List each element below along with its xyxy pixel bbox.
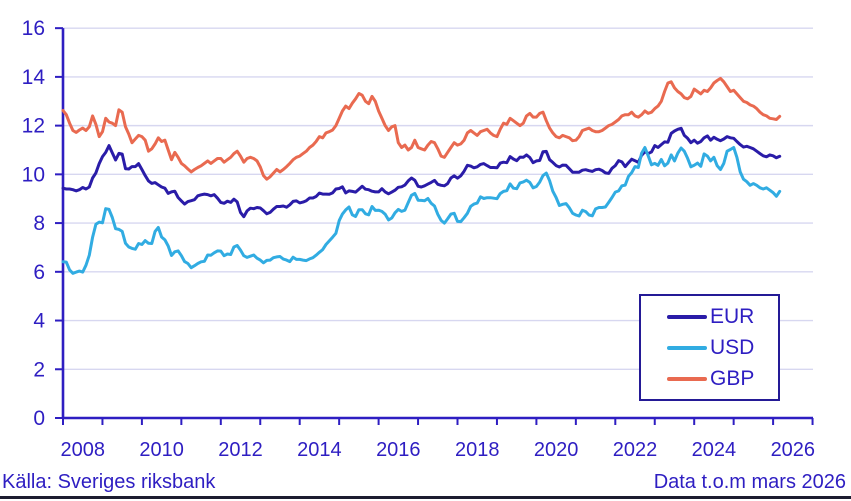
y-tick-label: 14 xyxy=(22,66,46,89)
x-tick-label: 2024 xyxy=(692,439,737,461)
legend-label-usd: USD xyxy=(710,336,755,359)
y-tick-label: 16 xyxy=(22,17,45,40)
y-tick-label: 12 xyxy=(22,115,45,138)
data-through-note: Data t.o.m mars 2026 xyxy=(653,471,846,493)
legend-item-eur: EUR xyxy=(667,306,778,327)
bottom-divider xyxy=(0,496,851,499)
eur-line-swatch xyxy=(667,314,707,319)
x-tick-label: 2020 xyxy=(534,439,579,461)
legend-item-usd: USD xyxy=(667,337,778,358)
gbp-line-swatch xyxy=(667,376,707,381)
eur-line xyxy=(61,126,782,219)
x-tick-label: 2022 xyxy=(613,439,658,461)
x-tick-label: 2014 xyxy=(297,439,342,461)
source-note: Källa: Sveriges riksbank xyxy=(2,471,216,493)
legend-item-gbp: GBP xyxy=(667,368,778,389)
x-tick-label: 2016 xyxy=(376,439,421,461)
x-tick-label: 2010 xyxy=(139,439,184,461)
usd-line-swatch xyxy=(667,345,707,350)
x-tick-label: 2018 xyxy=(455,439,500,461)
y-tick-label: 8 xyxy=(33,212,45,235)
x-tick-label: 2012 xyxy=(218,439,263,461)
chart-legend: EUR USD GBP xyxy=(639,294,780,401)
gbp-line xyxy=(61,76,782,181)
x-tick-label: 2008 xyxy=(60,439,105,461)
legend-label-eur: EUR xyxy=(710,305,755,328)
usd-line xyxy=(61,146,782,275)
y-tick-label: 6 xyxy=(33,261,45,284)
y-tick-label: 0 xyxy=(33,407,45,430)
legend-label-gbp: GBP xyxy=(710,367,755,390)
x-tick-label: 2026 xyxy=(771,439,816,461)
y-tick-label: 2 xyxy=(33,358,45,381)
y-tick-label: 10 xyxy=(22,163,45,186)
y-tick-label: 4 xyxy=(33,310,45,333)
